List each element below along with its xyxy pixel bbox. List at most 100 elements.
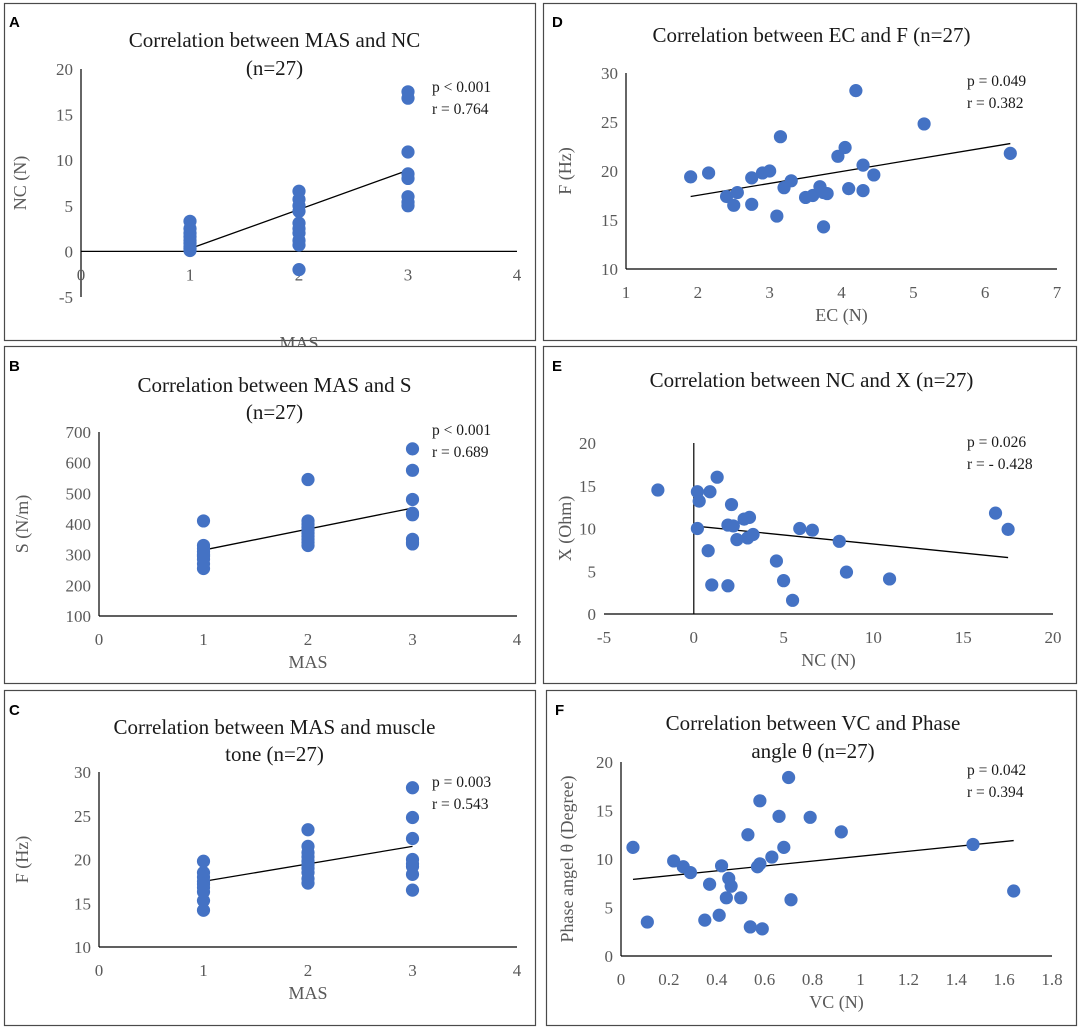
y-tick-label: 5	[605, 899, 614, 918]
x-tick-label: 4	[513, 961, 522, 980]
x-tick-label: 2	[304, 630, 313, 649]
data-point	[705, 578, 719, 592]
x-tick-label: 3	[408, 961, 417, 980]
x-tick-label: 3	[765, 283, 774, 302]
x-tick-label: -5	[597, 628, 611, 647]
panel-d: D Correlation between EC and F (n=27) 1 2 3 4…	[542, 2, 1078, 342]
data-point	[183, 243, 197, 258]
panel-f: F Correlation between VC and Phase angle θ…	[545, 689, 1078, 1027]
data-point	[405, 508, 420, 522]
data-point	[401, 171, 415, 186]
data-point	[405, 883, 420, 897]
p-value-annotation: p = 0.003	[432, 774, 491, 791]
x-tick-label: 10	[865, 628, 882, 647]
x-tick-label: 1.2	[898, 970, 919, 989]
data-point	[831, 149, 845, 163]
x-tick-label: 4	[513, 265, 522, 284]
chart-title: tone (n=27)	[225, 742, 324, 766]
y-tick-label: 25	[74, 807, 91, 826]
x-tick-label: 3	[408, 630, 417, 649]
data-point	[301, 823, 315, 837]
data-point	[763, 164, 777, 178]
data-point	[849, 84, 863, 98]
data-point	[755, 922, 769, 936]
data-point	[405, 867, 420, 881]
x-axis-title: VC (N)	[809, 992, 864, 1013]
x-tick-label: 4	[837, 283, 846, 302]
y-tick-label: 0	[605, 947, 614, 966]
panel-letter: E	[552, 358, 562, 375]
chart-title: Correlation between VC and Phase	[666, 711, 961, 735]
data-point	[1001, 522, 1015, 536]
data-point	[401, 91, 415, 105]
x-tick-label: 1.6	[993, 970, 1014, 989]
y-tick-label: -5	[59, 288, 73, 307]
data-point	[405, 442, 420, 456]
data-point	[784, 893, 798, 907]
r-value-annotation: r = 0.394	[967, 784, 1024, 801]
panel-frame	[542, 2, 1078, 342]
y-tick-label: 100	[66, 607, 92, 626]
panel-frame	[3, 345, 537, 685]
data-point	[401, 145, 415, 159]
chart-title: Correlation between NC and X (n=27)	[650, 368, 974, 392]
data-point	[832, 534, 846, 548]
y-tick-label: 15	[56, 106, 73, 125]
data-point	[856, 184, 870, 198]
data-point	[730, 185, 744, 200]
x-tick-label: 0.2	[658, 970, 679, 989]
data-point	[196, 561, 211, 576]
data-point	[405, 492, 420, 507]
data-point	[838, 140, 852, 155]
x-tick-label: 0.6	[754, 970, 775, 989]
data-point	[405, 810, 420, 825]
data-point	[683, 865, 698, 880]
x-tick-label: 3	[404, 265, 413, 284]
data-point	[301, 538, 315, 553]
panel-b: B Correlation between MAS and S (n=27) 0 1 2 3…	[3, 345, 537, 685]
data-point	[702, 877, 717, 891]
panel-letter: A	[9, 14, 20, 31]
panel-letter: F	[555, 702, 564, 719]
data-point	[703, 485, 717, 499]
y-tick-label: 5	[588, 562, 597, 581]
data-point	[292, 238, 306, 252]
data-point	[405, 463, 420, 477]
data-point	[765, 850, 779, 864]
x-tick-label: 6	[981, 283, 990, 302]
panel-c: C Correlation between MAS and muscle tone …	[3, 689, 537, 1027]
data-point	[292, 263, 306, 277]
data-point	[196, 854, 211, 868]
data-point	[667, 854, 681, 868]
y-tick-label: 15	[596, 802, 613, 821]
data-point	[834, 825, 848, 839]
x-axis-title: MAS	[288, 983, 327, 1003]
data-point	[684, 170, 698, 184]
data-point	[692, 494, 706, 508]
y-tick-label: 20	[74, 851, 91, 870]
y-axis-title: NC (N)	[10, 156, 31, 211]
data-point	[721, 579, 735, 593]
r-value-annotation: r = 0.543	[432, 796, 489, 813]
data-point	[698, 913, 712, 927]
panel-letter: B	[9, 358, 20, 375]
x-tick-label: 0	[77, 265, 86, 284]
y-tick-label: 20	[601, 162, 618, 181]
y-tick-label: 15	[74, 894, 91, 913]
data-point	[651, 483, 665, 497]
data-point	[401, 199, 415, 213]
data-point	[405, 831, 420, 846]
data-point	[701, 544, 715, 558]
x-tick-label: 20	[1045, 628, 1062, 647]
data-point	[839, 565, 854, 579]
data-point	[745, 171, 759, 185]
panel-frame	[545, 689, 1078, 1027]
data-point	[741, 828, 755, 842]
data-point	[730, 533, 744, 547]
data-point	[782, 770, 796, 785]
trend-line	[690, 142, 1011, 198]
x-tick-label: 0.8	[802, 970, 823, 989]
x-tick-label: 2	[304, 961, 313, 980]
y-tick-label: 20	[56, 60, 73, 79]
y-tick-label: 30	[601, 64, 618, 83]
